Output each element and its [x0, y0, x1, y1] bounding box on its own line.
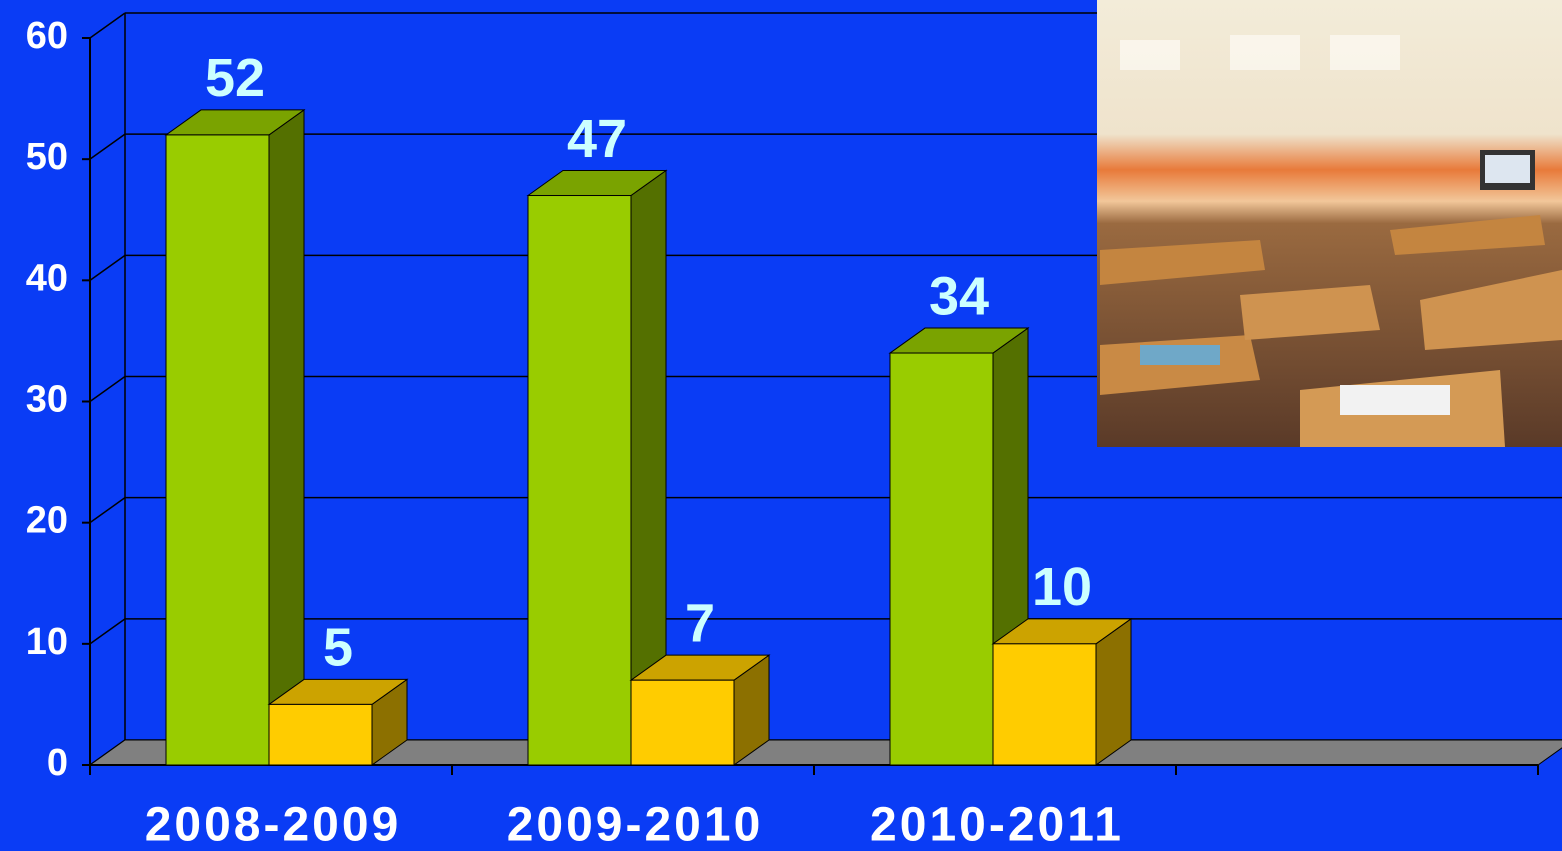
depth-tick — [90, 619, 125, 644]
y-tick-label: 30 — [26, 379, 68, 421]
depth-tick — [90, 377, 125, 402]
y-tick-label: 0 — [47, 742, 68, 784]
window — [1120, 40, 1180, 70]
bar — [269, 704, 372, 765]
monitor-screen — [1485, 155, 1530, 183]
value-label: 34 — [929, 266, 989, 326]
bar — [528, 196, 631, 765]
y-tick-label: 60 — [26, 15, 68, 57]
bar-side — [269, 110, 304, 765]
papers — [1340, 385, 1450, 415]
x-tick-label: 2010-2011 — [870, 799, 1124, 851]
x-tick-label: 2009-2010 — [507, 799, 764, 851]
window — [1330, 35, 1400, 70]
value-label: 5 — [323, 618, 353, 678]
window — [1230, 35, 1300, 70]
depth-tick — [90, 255, 125, 280]
books — [1140, 345, 1220, 365]
y-tick-label: 10 — [26, 621, 68, 663]
value-label: 52 — [205, 48, 265, 108]
value-label: 10 — [1032, 557, 1092, 617]
bar-side — [1096, 619, 1131, 765]
value-label: 47 — [567, 109, 627, 169]
bar — [166, 135, 269, 765]
x-tick-label: 2008-2009 — [145, 799, 402, 851]
page: {"chart_data": {"type": "bar3d", "catego… — [0, 0, 1562, 851]
bar — [993, 644, 1096, 765]
depth-tick — [90, 134, 125, 159]
y-tick-label: 40 — [26, 257, 68, 299]
y-tick-label: 20 — [26, 500, 68, 542]
depth-tick — [90, 498, 125, 523]
depth-tick — [90, 13, 125, 38]
bar — [890, 353, 993, 765]
y-tick-label: 50 — [26, 136, 68, 178]
classroom-photo — [1097, 0, 1562, 447]
value-label: 7 — [685, 593, 715, 653]
chart: 0 10 20 30 40 50 60 2008-2009 52 5 2009-2010 47 7 201… — [0, 0, 1562, 851]
bar — [631, 680, 734, 765]
